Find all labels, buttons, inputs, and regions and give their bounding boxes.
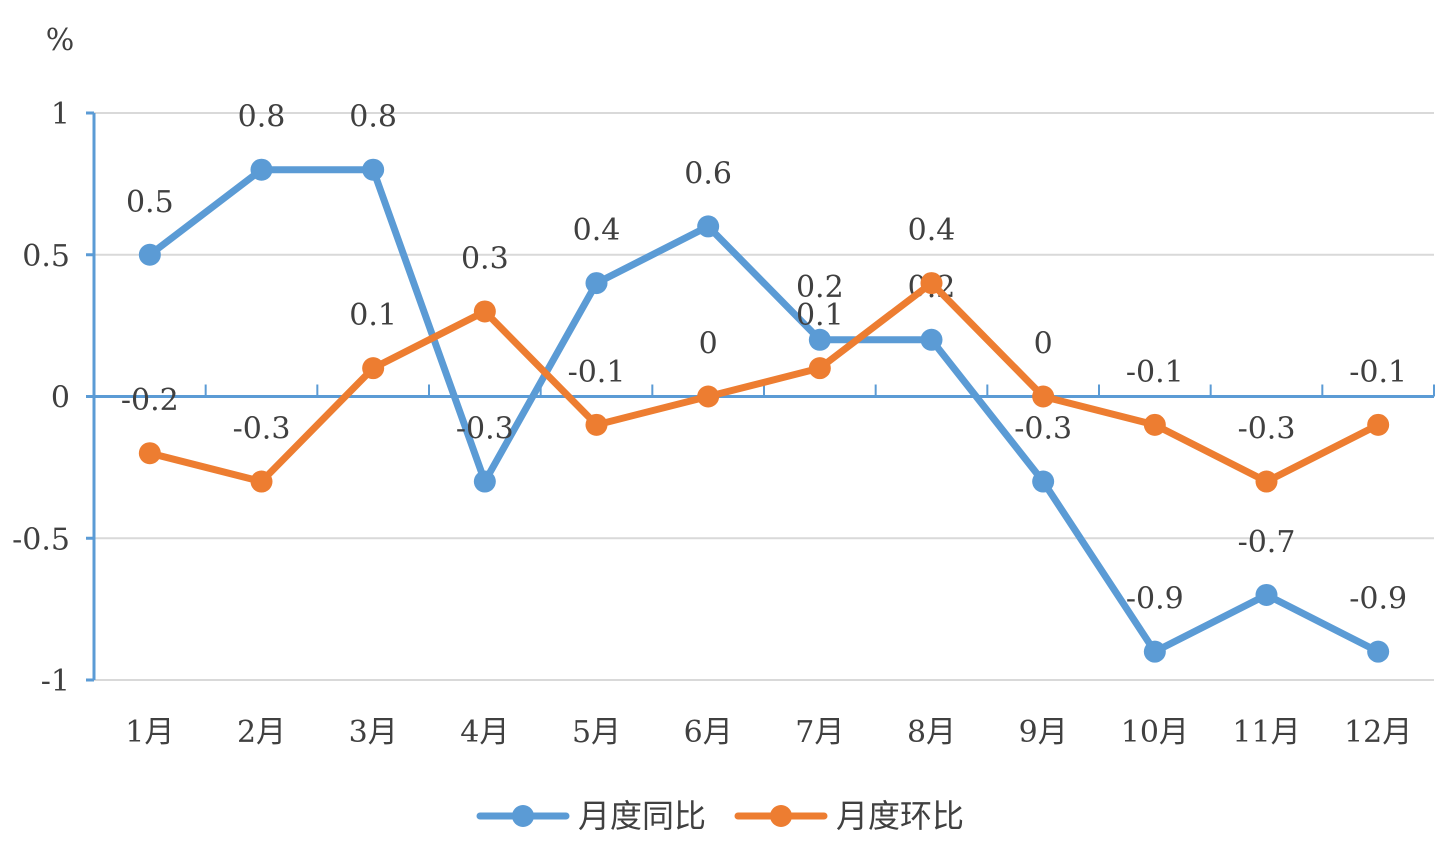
data-point-marker (1367, 640, 1390, 663)
data-point-marker (1143, 640, 1166, 663)
data-label: -0.1 (1349, 355, 1407, 390)
data-label: 0.6 (684, 156, 732, 191)
data-label: 0.8 (349, 100, 397, 135)
data-point-marker (697, 215, 720, 238)
x-tick-label: 7月 (795, 715, 844, 750)
data-label: -0.7 (1238, 525, 1296, 560)
y-tick-label: 0 (51, 381, 70, 416)
data-label: -0.3 (1238, 412, 1296, 447)
data-point-marker (920, 328, 943, 351)
x-tick-label: 8月 (907, 715, 956, 750)
data-point-marker (250, 158, 273, 181)
series-line-1 (146, 166, 1382, 656)
data-point-marker (473, 300, 496, 323)
legend-label-2: 月度环比 (836, 797, 964, 835)
data-point-marker (585, 413, 608, 436)
data-point-marker (1032, 470, 1055, 493)
data-point-marker (1255, 583, 1278, 606)
data-point-marker (138, 243, 161, 266)
x-tick-label: 4月 (460, 715, 509, 750)
data-point-marker (1255, 470, 1278, 493)
data-label: 0 (699, 327, 718, 362)
x-tick-label: 11月 (1232, 715, 1300, 750)
data-label: 0.3 (461, 241, 509, 276)
data-point-marker (473, 470, 496, 493)
x-tick-label: 10月 (1121, 715, 1189, 750)
data-point-marker (250, 470, 273, 493)
data-label: 0.1 (349, 298, 397, 333)
data-label: 0.4 (573, 213, 621, 248)
legend-label-1: 月度同比 (578, 797, 706, 835)
data-label: -0.3 (233, 412, 291, 447)
y-tick-label: -0.5 (12, 522, 70, 557)
x-tick-label: 6月 (684, 715, 733, 750)
data-label: 0.8 (238, 100, 286, 135)
data-point-marker (808, 357, 831, 380)
x-tick-label: 1月 (125, 715, 174, 750)
data-label: -0.1 (1126, 355, 1184, 390)
x-tick-label: 12月 (1344, 715, 1412, 750)
data-point-marker (697, 385, 720, 408)
data-label: -0.3 (1014, 412, 1072, 447)
data-label: -0.2 (121, 383, 179, 418)
data-point-marker (138, 442, 161, 465)
x-tick-label: 3月 (349, 715, 398, 750)
data-label: -0.9 (1126, 582, 1184, 617)
data-point-marker (362, 158, 385, 181)
data-label: 0.2 (796, 270, 844, 305)
legend-marker-2 (770, 805, 792, 827)
legend-marker-1 (512, 805, 534, 827)
data-label: -0.9 (1349, 582, 1407, 617)
y-tick-label: 1 (51, 97, 70, 132)
series-line-2 (146, 279, 1382, 486)
data-label: 0.4 (908, 213, 956, 248)
data-label: 0.5 (126, 185, 174, 220)
data-label: 0 (1034, 327, 1053, 362)
y-tick-label: 0.5 (22, 239, 70, 274)
data-point-marker (1032, 385, 1055, 408)
y-axis-unit-label: % (46, 23, 75, 58)
x-tick-label: 2月 (237, 715, 286, 750)
data-point-marker (808, 328, 831, 351)
data-point-marker (585, 272, 608, 295)
data-point-marker (920, 272, 943, 295)
x-tick-label: 5月 (572, 715, 621, 750)
data-point-marker (1367, 413, 1390, 436)
data-label: 0.1 (796, 298, 844, 333)
data-point-marker (1143, 413, 1166, 436)
data-label: -0.3 (456, 412, 514, 447)
data-point-marker (362, 357, 385, 380)
data-label: -0.1 (568, 355, 626, 390)
y-tick-label: -1 (41, 664, 70, 699)
x-tick-label: 9月 (1019, 715, 1068, 750)
